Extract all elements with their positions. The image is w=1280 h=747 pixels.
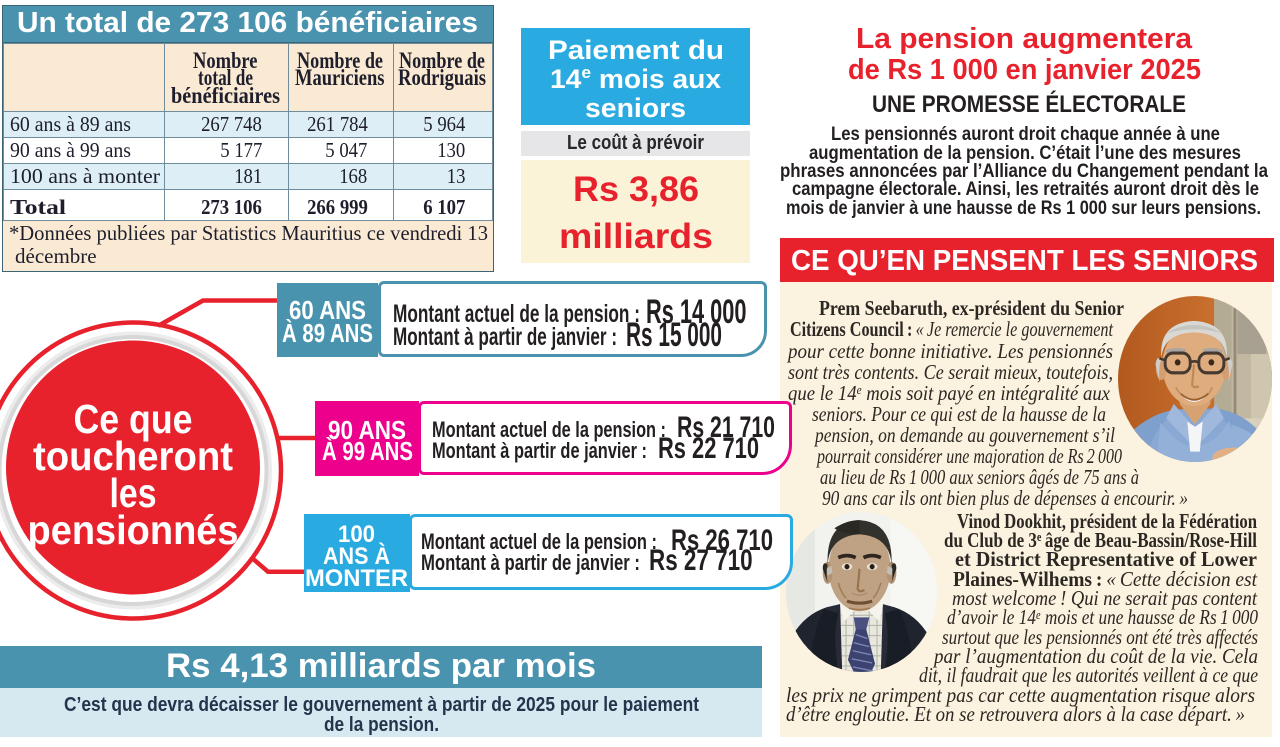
svg-text:Ce que: Ce que xyxy=(74,396,193,442)
svg-text:pensionnés: pensionnés xyxy=(28,507,239,553)
svg-text:toucheront: toucheront xyxy=(33,433,233,479)
svg-text:les: les xyxy=(110,470,157,516)
